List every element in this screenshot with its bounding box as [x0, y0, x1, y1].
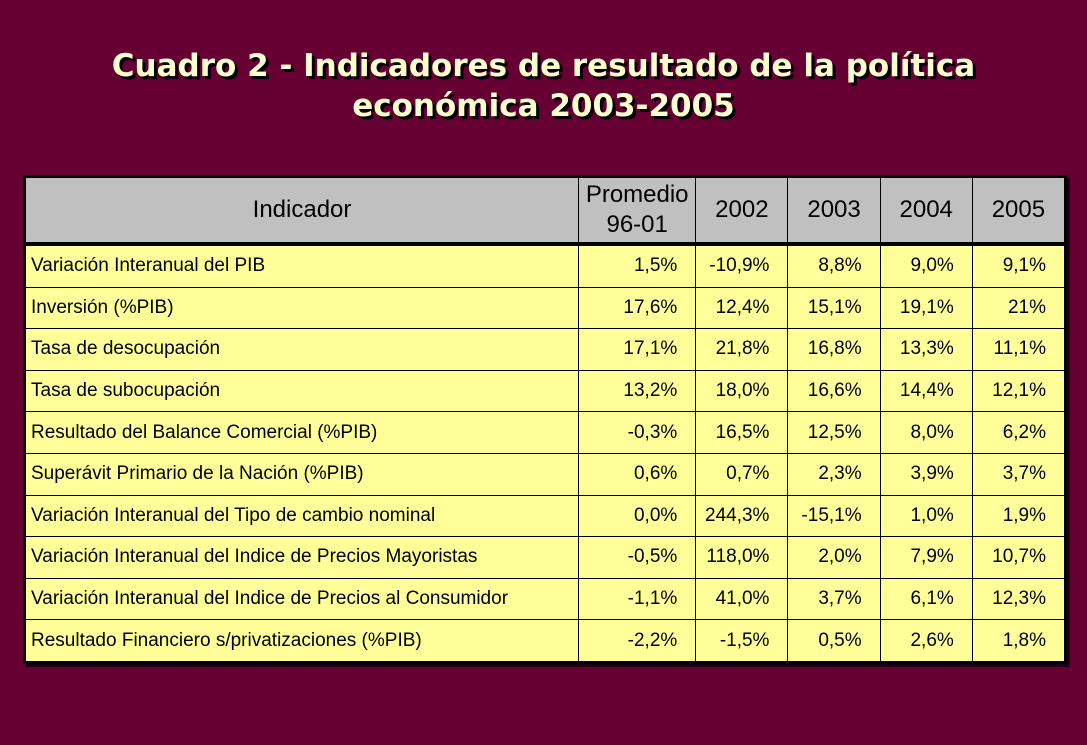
value-2005-cell: 9,1%: [971, 243, 1066, 288]
value-2003-cell: 2,0%: [787, 536, 881, 579]
value-2004-cell: 1,0%: [879, 494, 973, 538]
table-body: Variación Interanual del PIB 1,5% -10,9% 8,…: [24, 243, 1066, 662]
indicator-name-cell: Variación Interanual del Indice de Preci…: [24, 577, 580, 621]
indicator-name-cell: Variación Interanual del PIB: [24, 243, 580, 288]
value-2005-cell: 1,8%: [971, 619, 1066, 662]
indicators-table: Indicador Promedio 96-01 2002 2003 2004 …: [24, 177, 1066, 662]
header-average-line-1: Promedio: [585, 181, 689, 208]
value-2005-cell: 3,7%: [971, 452, 1066, 496]
value-2005-cell: 6,2%: [971, 411, 1066, 454]
value-2004-cell: 19,1%: [879, 286, 973, 330]
average-cell: 1,5%: [578, 243, 697, 288]
value-2003-cell: 3,7%: [787, 577, 881, 621]
slide-title: Cuadro 2 - Indicadores de resultado de l…: [0, 46, 1087, 126]
value-2003-cell: 16,6%: [787, 369, 881, 413]
average-cell: 0,0%: [578, 494, 697, 538]
table-row: Variación Interanual del PIB 1,5% -10,9% 8,…: [24, 243, 1066, 288]
average-cell: 17,1%: [578, 328, 697, 371]
header-2004: 2004: [879, 177, 973, 246]
average-cell: -2,2%: [578, 619, 697, 662]
value-2002-cell: 16,5%: [695, 411, 789, 454]
value-2002-cell: 18,0%: [695, 369, 789, 413]
value-2002-cell: -10,9%: [695, 243, 789, 288]
value-2002-cell: 21,8%: [695, 328, 789, 371]
indicator-name-cell: Tasa de desocupación: [24, 328, 580, 371]
value-2004-cell: 8,0%: [879, 411, 973, 454]
table-row: Resultado Financiero s/privatizaciones (…: [24, 619, 1066, 662]
value-2002-cell: 0,7%: [695, 452, 789, 496]
value-2003-cell: -15,1%: [787, 494, 881, 538]
value-2004-cell: 14,4%: [879, 369, 973, 413]
table-row: Superávit Primario de la Nación (%PIB) 0,…: [24, 452, 1066, 496]
average-cell: 17,6%: [578, 286, 697, 330]
header-average: Promedio 96-01: [578, 177, 697, 246]
value-2004-cell: 13,3%: [879, 328, 973, 371]
value-2004-cell: 3,9%: [879, 452, 973, 496]
value-2002-cell: 41,0%: [695, 577, 789, 621]
header-average-line-2: 96-01: [606, 211, 668, 238]
average-cell: 13,2%: [578, 369, 697, 413]
indicator-name-cell: Superávit Primario de la Nación (%PIB): [24, 452, 580, 496]
value-2002-cell: -1,5%: [695, 619, 789, 662]
title-line-1: Cuadro 2 - Indicadores de resultado de l…: [111, 48, 976, 84]
value-2002-cell: 244,3%: [695, 494, 789, 538]
table-row: Tasa de desocupación 17,1% 21,8% 16,8% 13,3%…: [24, 328, 1066, 371]
value-2003-cell: 15,1%: [787, 286, 881, 330]
table-row: Variación Interanual del Tipo de cambio …: [24, 494, 1066, 538]
value-2005-cell: 10,7%: [971, 536, 1066, 579]
value-2005-cell: 1,9%: [971, 494, 1066, 538]
average-cell: -1,1%: [578, 577, 697, 621]
table-row: Inversión (%PIB) 17,6% 12,4% 15,1% 19,1% 21%: [24, 286, 1066, 330]
header-2002: 2002: [695, 177, 789, 246]
indicator-name-cell: Resultado del Balance Comercial (%PIB): [24, 411, 580, 454]
header-2005: 2005: [971, 177, 1066, 246]
value-2002-cell: 118,0%: [695, 536, 789, 579]
indicator-name-cell: Inversión (%PIB): [24, 286, 580, 330]
table-row: Variación Interanual del Indice de Preci…: [24, 536, 1066, 579]
title-line-2: económica 2003-2005: [352, 88, 735, 124]
value-2002-cell: 12,4%: [695, 286, 789, 330]
value-2005-cell: 12,1%: [971, 369, 1066, 413]
value-2004-cell: 6,1%: [879, 577, 973, 621]
value-2003-cell: 16,8%: [787, 328, 881, 371]
value-2003-cell: 0,5%: [787, 619, 881, 662]
value-2005-cell: 12,3%: [971, 577, 1066, 621]
header-2003: 2003: [787, 177, 881, 246]
average-cell: 0,6%: [578, 452, 697, 496]
value-2004-cell: 7,9%: [879, 536, 973, 579]
indicators-table-wrapper: Indicador Promedio 96-01 2002 2003 2004 …: [23, 175, 1067, 664]
average-cell: -0,3%: [578, 411, 697, 454]
value-2004-cell: 9,0%: [879, 243, 973, 288]
value-2003-cell: 8,8%: [787, 243, 881, 288]
indicator-name-cell: Resultado Financiero s/privatizaciones (…: [24, 619, 580, 662]
value-2005-cell: 11,1%: [971, 328, 1066, 371]
indicator-name-cell: Variación Interanual del Tipo de cambio …: [24, 494, 580, 538]
indicator-name-cell: Tasa de subocupación: [24, 369, 580, 413]
header-indicator: Indicador: [24, 177, 580, 246]
indicator-name-cell: Variación Interanual del Indice de Preci…: [24, 536, 580, 579]
value-2003-cell: 12,5%: [787, 411, 881, 454]
table-header-row: Indicador Promedio 96-01 2002 2003 2004 …: [24, 177, 1066, 246]
table-row: Resultado del Balance Comercial (%PIB) -0…: [24, 411, 1066, 454]
value-2003-cell: 2,3%: [787, 452, 881, 496]
value-2005-cell: 21%: [971, 286, 1066, 330]
value-2004-cell: 2,6%: [879, 619, 973, 662]
average-cell: -0,5%: [578, 536, 697, 579]
table-row: Variación Interanual del Indice de Preci…: [24, 577, 1066, 621]
table-row: Tasa de subocupación 13,2% 18,0% 16,6% 14,4%…: [24, 369, 1066, 413]
